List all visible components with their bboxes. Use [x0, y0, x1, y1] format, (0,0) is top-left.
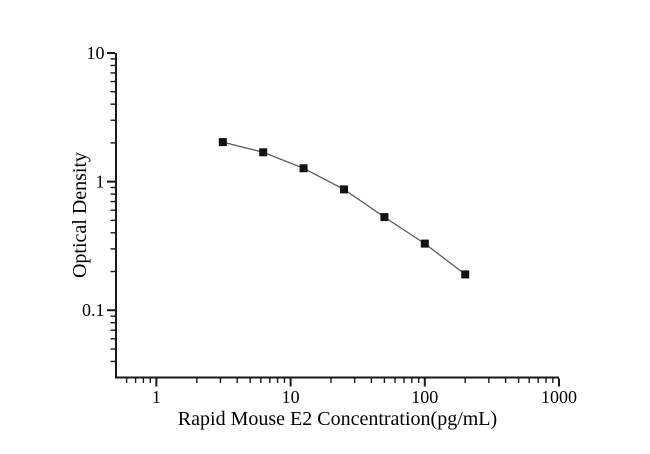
y-tick-label: 10 — [87, 43, 105, 63]
series-line — [222, 141, 466, 275]
data-point-marker — [340, 185, 348, 194]
x-tick-label: 1 — [152, 387, 161, 407]
y-axis-title: Optical Density — [69, 151, 91, 279]
data-point-marker — [461, 270, 470, 279]
data-point-marker — [218, 138, 227, 147]
data-point-marker — [299, 164, 308, 173]
y-tick-label: 1 — [96, 172, 105, 192]
y-tick-label: 0.1 — [82, 300, 105, 320]
data-point-marker — [380, 213, 389, 222]
x-tick-label: 10 — [282, 387, 300, 407]
axis-frame — [115, 53, 559, 379]
data-point-marker — [420, 239, 429, 248]
x-tick-label: 1000 — [541, 387, 577, 407]
x-axis-title: Rapid Mouse E2 Concentration(pg/mL) — [177, 408, 498, 430]
x-tick-label: 100 — [411, 387, 438, 407]
data-point-marker — [259, 148, 268, 157]
